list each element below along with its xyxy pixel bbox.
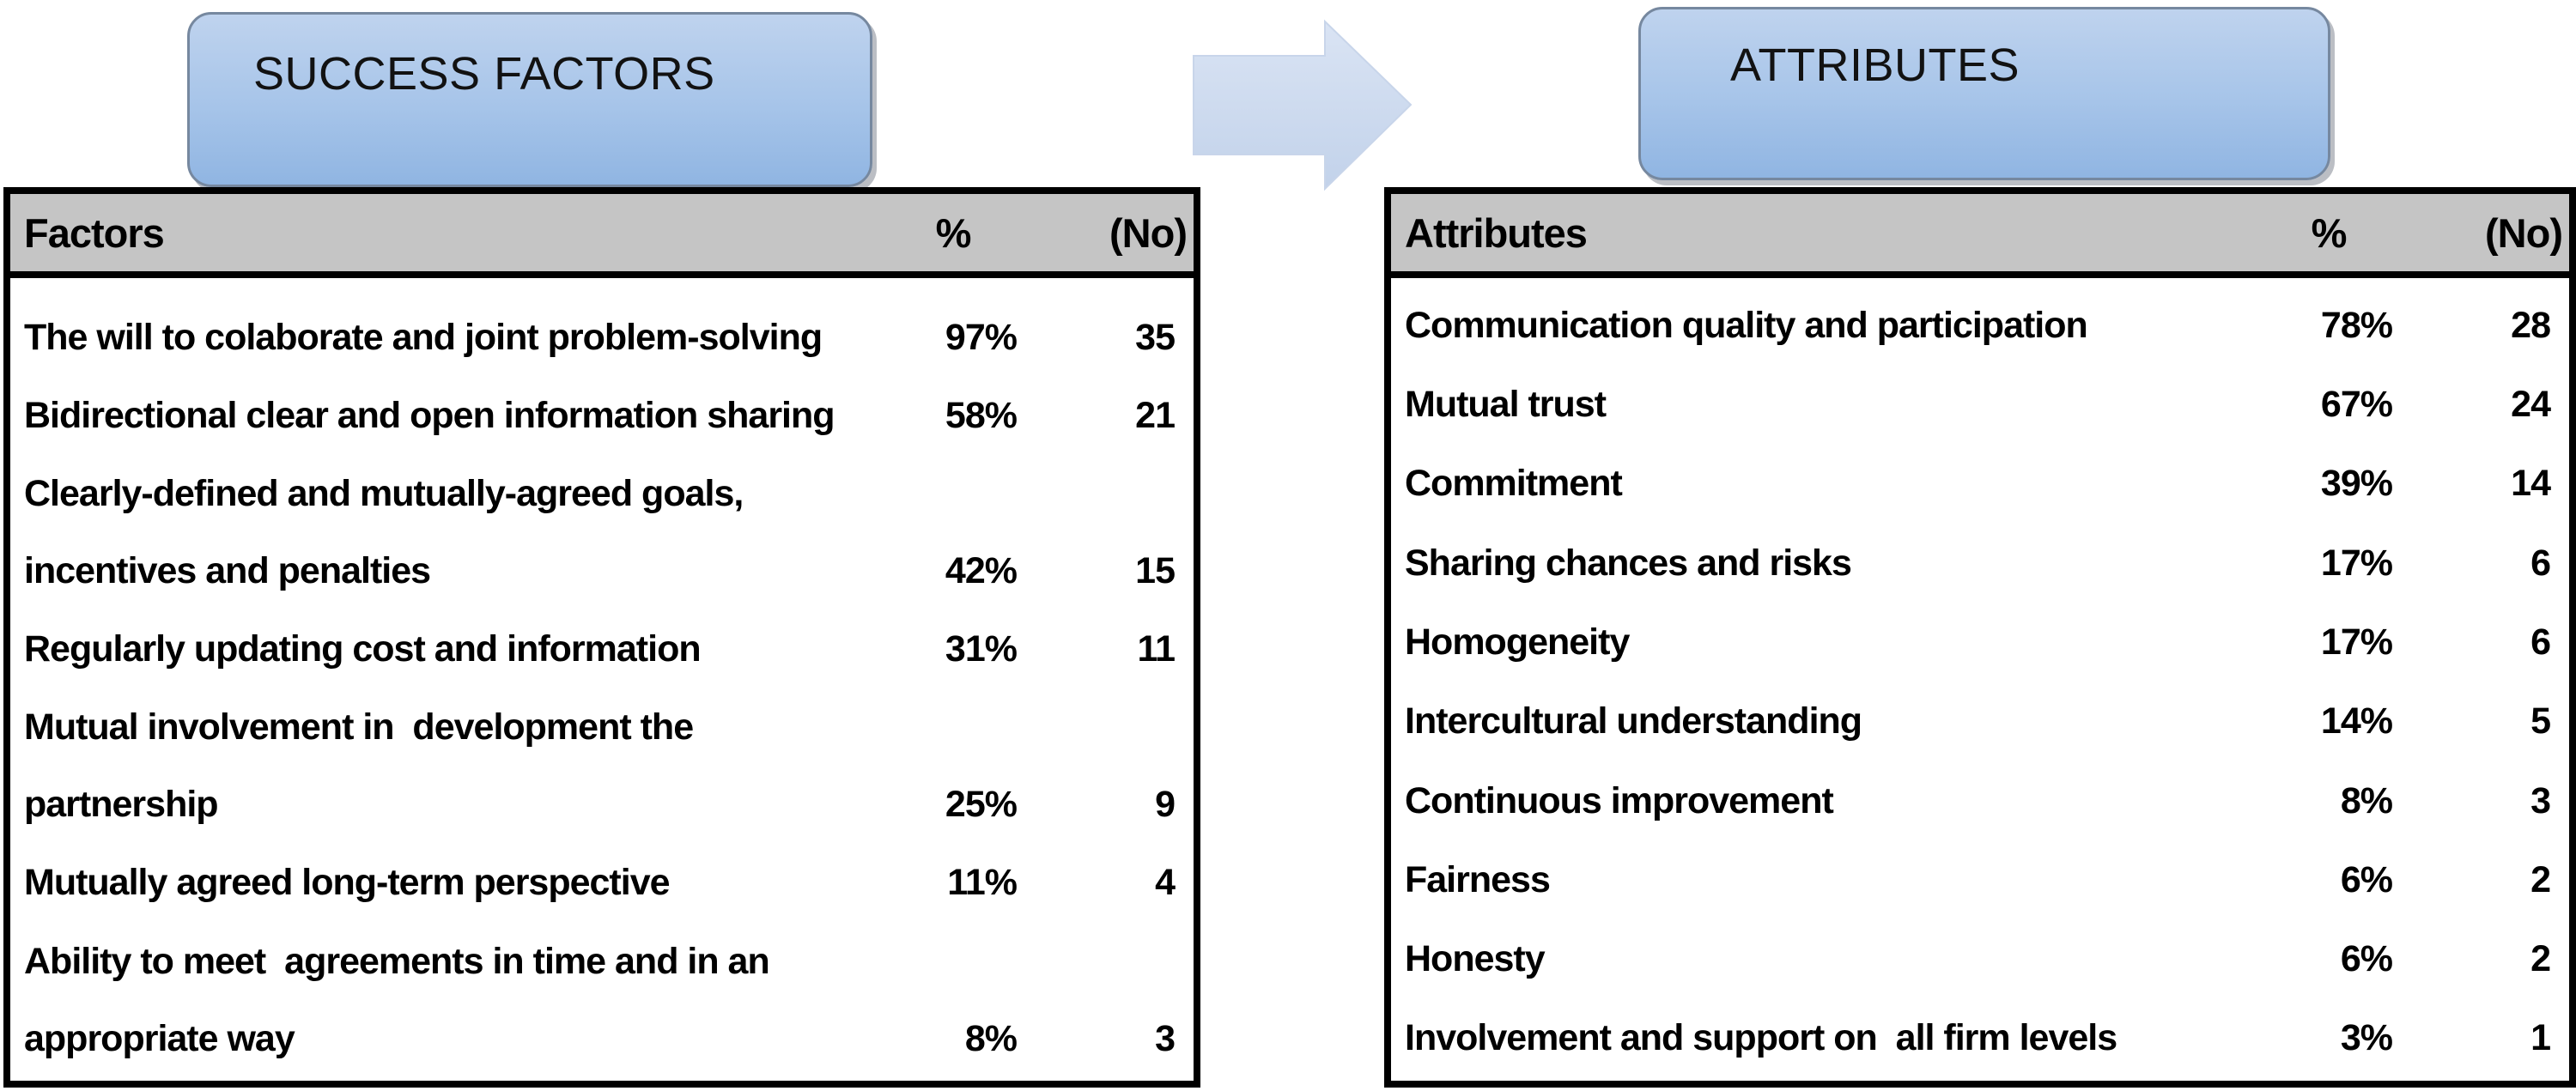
row-label: Fairness — [1405, 858, 1551, 900]
column-header-attributes: Attributes — [1405, 209, 1588, 256]
row-percent: 17% — [2320, 621, 2393, 663]
table-row: Sharing chances and risks 17% 6 — [1391, 523, 2569, 602]
success-factors-table-header: Factors % (No) — [10, 194, 1194, 278]
row-label: Clearly-defined and mutually-agreed goal… — [24, 473, 744, 592]
column-header-percent: % — [935, 209, 972, 256]
row-label: Mutually agreed long-term perspective — [24, 862, 671, 904]
row-count: 21 — [1135, 394, 1176, 436]
row-percent: 8% — [964, 1017, 1018, 1059]
column-header-factors: Factors — [24, 209, 165, 256]
row-count: 35 — [1135, 317, 1176, 359]
row-count: 3 — [1155, 1017, 1176, 1059]
row-label: Continuous improvement — [1405, 779, 1834, 821]
row-percent: 67% — [2320, 384, 2393, 426]
row-percent: 78% — [2320, 304, 2393, 346]
row-label: Commitment — [1405, 463, 1623, 505]
row-label: The will to colaborate and joint problem… — [24, 317, 823, 359]
row-percent: 58% — [945, 394, 1018, 436]
table-row: Intercultural understanding 14% 5 — [1391, 681, 2569, 760]
table-row: Communication quality and participation 7… — [1391, 285, 2569, 364]
row-label: Intercultural understanding — [1405, 700, 1862, 742]
success-factors-callout-label: SUCCESS FACTORS — [253, 48, 715, 100]
row-percent: 39% — [2320, 463, 2393, 505]
attributes-table-body: Communication quality and participation 7… — [1391, 278, 2569, 1081]
table-row: Mutually agreed long-term perspective 11%… — [10, 844, 1194, 922]
table-row: Homogeneity 17% 6 — [1391, 602, 2569, 681]
row-label: Ability to meet agreements in time and i… — [24, 940, 770, 1059]
table-row: Regularly updating cost and information 3… — [10, 610, 1194, 688]
row-count: 6 — [2530, 542, 2551, 584]
row-label: Homogeneity — [1405, 621, 1630, 663]
row-count: 4 — [1155, 862, 1176, 904]
row-count: 1 — [2530, 1017, 2551, 1059]
row-percent: 8% — [2340, 779, 2393, 821]
row-percent: 31% — [945, 628, 1018, 670]
table-row: Ability to meet agreements in time and i… — [10, 922, 1194, 1077]
table-row: Mutual trust 67% 24 — [1391, 364, 2569, 443]
row-label: Involvement and support on all firm leve… — [1405, 1017, 2117, 1059]
row-count: 28 — [2511, 304, 2551, 346]
table-row: Honesty 6% 2 — [1391, 918, 2569, 997]
success-factors-callout: SUCCESS FACTORS — [187, 12, 872, 187]
table-row: The will to colaborate and joint problem… — [10, 299, 1194, 377]
success-factors-table: Factors % (No) The will to colaborate an… — [3, 187, 1200, 1088]
column-header-count: (No) — [1109, 209, 1188, 256]
row-count: 15 — [1135, 550, 1176, 592]
row-count: 2 — [2530, 938, 2551, 980]
table-row: Fairness 6% 2 — [1391, 839, 2569, 918]
row-label: Mutual involvement in development the par… — [24, 706, 694, 826]
table-row: Commitment 39% 14 — [1391, 444, 2569, 523]
row-label: Honesty — [1405, 938, 1546, 980]
right-block-arrow-icon — [1193, 19, 1413, 191]
attributes-callout: ATTRIBUTES — [1638, 7, 2330, 180]
row-count: 6 — [2530, 621, 2551, 663]
table-row: Involvement and support on all firm leve… — [1391, 998, 2569, 1077]
row-label: Mutual trust — [1405, 384, 1607, 426]
column-header-percent: % — [2311, 209, 2348, 256]
table-row: Clearly-defined and mutually-agreed goal… — [10, 454, 1194, 609]
row-percent: 25% — [945, 784, 1018, 826]
attributes-callout-label: ATTRIBUTES — [1730, 39, 2020, 91]
row-percent: 11% — [947, 862, 1018, 904]
row-percent: 3% — [2340, 1017, 2393, 1059]
attributes-table: Attributes % (No) Communication quality … — [1384, 187, 2576, 1088]
row-percent: 97% — [945, 317, 1018, 359]
row-count: 11 — [1137, 628, 1176, 670]
row-label: Bidirectional clear and open information… — [24, 394, 835, 436]
column-header-count: (No) — [2485, 209, 2563, 256]
row-count: 3 — [2530, 779, 2551, 821]
row-count: 14 — [2511, 463, 2551, 505]
row-count: 24 — [2511, 384, 2551, 426]
row-percent: 6% — [2340, 938, 2393, 980]
row-percent: 42% — [945, 550, 1018, 592]
row-percent: 17% — [2320, 542, 2393, 584]
success-factors-table-body: The will to colaborate and joint problem… — [10, 278, 1194, 1081]
row-percent: 6% — [2340, 858, 2393, 900]
table-row: Mutual involvement in development the par… — [10, 688, 1194, 844]
row-count: 5 — [2530, 700, 2551, 742]
row-label: Regularly updating cost and information — [24, 628, 702, 670]
row-label: Communication quality and participation — [1405, 304, 2088, 346]
table-row: Bidirectional clear and open information… — [10, 377, 1194, 455]
table-row: Continuous improvement 8% 3 — [1391, 761, 2569, 839]
row-count: 2 — [2530, 858, 2551, 900]
row-count: 9 — [1155, 784, 1176, 826]
row-percent: 14% — [2320, 700, 2393, 742]
attributes-table-header: Attributes % (No) — [1391, 194, 2569, 278]
row-label: Sharing chances and risks — [1405, 542, 1852, 584]
